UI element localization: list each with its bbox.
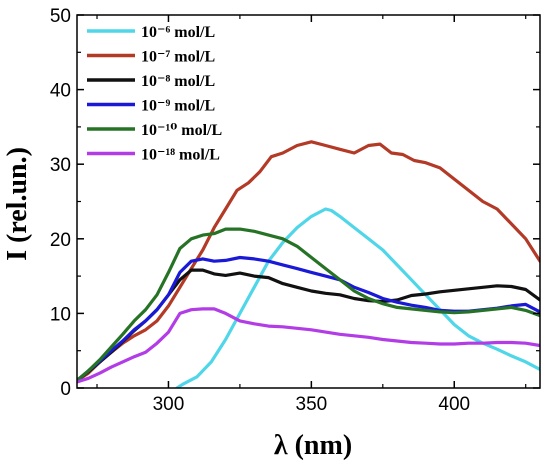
legend-label-3: 10⁻⁹ mol/L: [141, 98, 215, 115]
x-tick-label: 350: [296, 394, 328, 415]
series-layer: [77, 140, 540, 388]
series-line-4: [77, 227, 540, 383]
x-tick-label: 300: [153, 394, 185, 415]
series-line-5: [77, 307, 540, 384]
x-tick-label: 400: [438, 394, 470, 415]
y-tick-label: 10: [50, 304, 71, 325]
legend-label-4: 10⁻¹⁰ mol/L: [141, 122, 222, 139]
x-axis-title: λ (nm): [274, 430, 352, 461]
plot-frame: [76, 14, 541, 389]
series-line-1: [77, 140, 540, 383]
y-tick-label: 30: [50, 155, 71, 176]
y-tick-label: 50: [50, 6, 71, 27]
series-line-3: [77, 255, 540, 383]
y-tick-label: 40: [50, 81, 71, 102]
legend-label-5: 10⁻¹⁸ mol/L: [141, 147, 220, 164]
y-tick-label: 0: [60, 379, 71, 400]
series-line-0: [175, 207, 540, 388]
series-line-2: [77, 268, 540, 383]
y-tick-label: 20: [50, 230, 71, 251]
legend-label-0: 10⁻⁶ mol/L: [141, 24, 215, 41]
legend-label-2: 10⁻⁸ mol/L: [141, 73, 215, 90]
legend-label-1: 10⁻⁷ mol/L: [141, 49, 215, 66]
axes: 300 350 400 0 10 20 30 40 50: [50, 6, 541, 415]
legend: 10⁻⁶ mol/L 10⁻⁷ mol/L 10⁻⁸ mol/L 10⁻⁹ mol/L…: [87, 24, 222, 164]
y-axis-title: I (rel.un.): [2, 147, 33, 261]
